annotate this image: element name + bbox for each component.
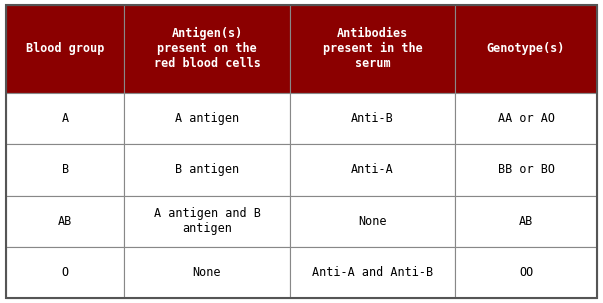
- Text: B: B: [62, 163, 69, 176]
- Bar: [6, 93, 124, 144]
- Bar: [289, 196, 455, 247]
- Text: Antigen(s)
present on the
red blood cells: Antigen(s) present on the red blood cell…: [154, 27, 260, 70]
- Bar: [289, 93, 455, 144]
- Bar: [124, 144, 289, 196]
- Text: BB or BO: BB or BO: [497, 163, 555, 176]
- Bar: [455, 144, 597, 196]
- Text: Anti-A and Anti-B: Anti-A and Anti-B: [312, 266, 433, 279]
- Text: A antigen and B
antigen: A antigen and B antigen: [154, 207, 260, 235]
- Text: None: None: [193, 266, 221, 279]
- Bar: [124, 93, 289, 144]
- Bar: [6, 144, 124, 196]
- Text: AA or AO: AA or AO: [497, 112, 555, 125]
- Bar: [289, 247, 455, 298]
- Text: A: A: [62, 112, 69, 125]
- Bar: [124, 196, 289, 247]
- Text: O: O: [62, 266, 69, 279]
- Bar: [124, 247, 289, 298]
- Text: Anti-B: Anti-B: [351, 112, 394, 125]
- Bar: [6, 247, 124, 298]
- Bar: [455, 196, 597, 247]
- Text: OO: OO: [519, 266, 533, 279]
- Bar: [6, 196, 124, 247]
- Bar: [6, 5, 124, 93]
- Text: Blood group: Blood group: [26, 42, 104, 55]
- Bar: [455, 247, 597, 298]
- Text: AB: AB: [519, 215, 533, 228]
- Text: AB: AB: [58, 215, 72, 228]
- Bar: [289, 5, 455, 93]
- Text: A antigen: A antigen: [175, 112, 239, 125]
- Bar: [289, 144, 455, 196]
- Bar: [455, 93, 597, 144]
- Text: Genotype(s): Genotype(s): [487, 42, 565, 55]
- Text: Anti-A: Anti-A: [351, 163, 394, 176]
- Text: Antibodies
present in the
serum: Antibodies present in the serum: [323, 27, 422, 70]
- Text: None: None: [358, 215, 387, 228]
- Text: B antigen: B antigen: [175, 163, 239, 176]
- Bar: [124, 5, 289, 93]
- Bar: [455, 5, 597, 93]
